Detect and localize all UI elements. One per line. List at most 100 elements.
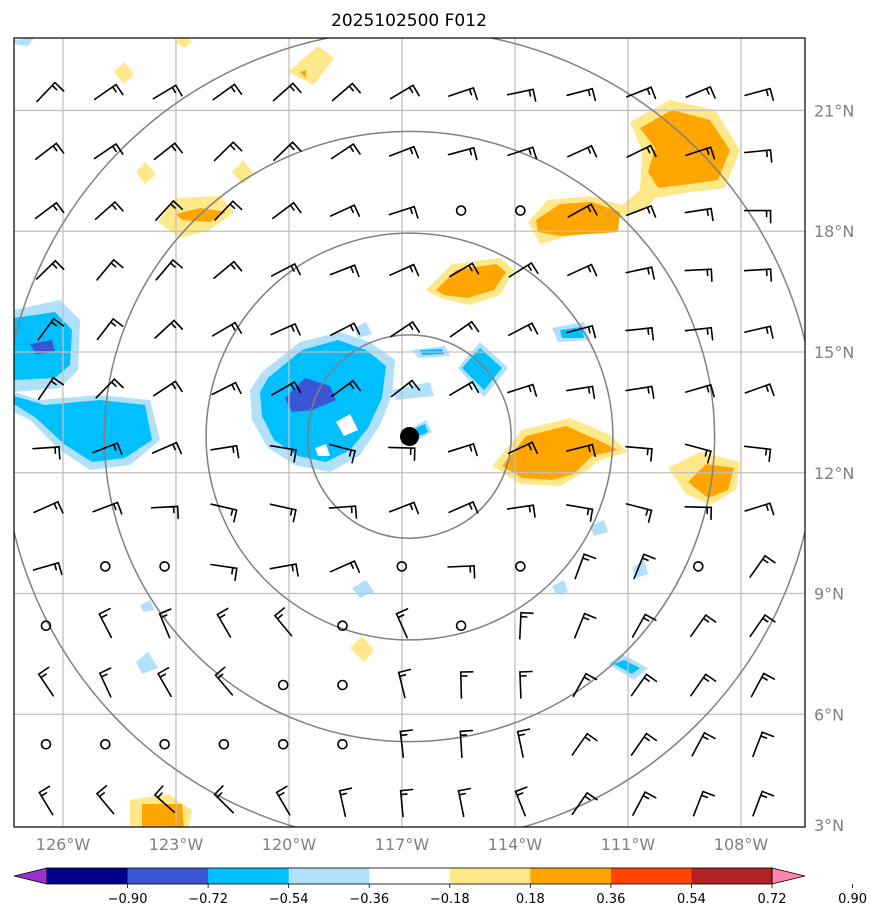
wind-barb (95, 785, 115, 815)
wind-barb (449, 262, 480, 278)
wind-barb (571, 732, 598, 756)
wind-barb (625, 326, 654, 341)
wind-barb (690, 673, 717, 697)
wind-barb (94, 200, 124, 220)
contour-region (114, 62, 134, 84)
wind-barb (37, 666, 55, 697)
contour-region (462, 348, 502, 390)
wind-barb (690, 613, 717, 638)
wind-barb (155, 258, 183, 281)
colorbar-tick-label: −0.36 (349, 892, 389, 907)
colorbar-segment (369, 868, 451, 884)
wind-barb (630, 673, 658, 697)
wind-barb (399, 729, 414, 758)
contour-region (176, 38, 192, 48)
wind-barb (685, 146, 716, 160)
range-ring (103, 130, 716, 743)
wind-barb (210, 444, 240, 459)
calm-wind-marker (337, 679, 348, 691)
colorbar-tick-label: −0.18 (430, 892, 470, 907)
wind-barb (457, 787, 472, 818)
map-plot-area (14, 38, 805, 827)
wind-barb (272, 82, 302, 102)
colorbar-tick-label: −0.54 (269, 892, 309, 907)
wind-barb (388, 205, 419, 219)
calm-wind-marker (100, 561, 111, 572)
wind-barb (32, 561, 63, 576)
wind-barb (92, 501, 123, 515)
contour-region (136, 652, 158, 674)
wind-barb (567, 263, 598, 277)
wind-barb (684, 268, 713, 282)
latitude-label: 18°N (814, 222, 854, 241)
wind-barb (273, 141, 302, 162)
latitude-label: 12°N (814, 464, 854, 483)
wind-barb (632, 791, 657, 816)
wind-barb (330, 142, 361, 160)
wind-barb (566, 324, 597, 339)
longitude-label: 117°W (375, 835, 430, 854)
longitude-label: 126°W (36, 835, 91, 854)
longitude-labels: 126°W 123°W 120°W 117°W 114°W 111°W 108°W (36, 835, 769, 854)
calm-wind-marker (692, 561, 704, 572)
wind-barb (329, 443, 357, 464)
calm-wind-marker (159, 738, 170, 750)
colorbar-segment (288, 868, 370, 884)
wind-barb (155, 199, 183, 221)
wind-barb (447, 564, 476, 579)
wind-barb (152, 84, 183, 100)
calm-wind-marker (40, 620, 52, 632)
wind-barb (388, 446, 416, 461)
wind-barb (508, 322, 539, 336)
colorbar-tick-label: −0.90 (108, 892, 148, 907)
wind-barb (212, 83, 243, 101)
colorbar-tick-label: 0.18 (516, 892, 545, 907)
wind-barb (508, 261, 539, 278)
wind-barb (38, 785, 54, 816)
wind-barb (743, 268, 773, 282)
wind-barb (743, 149, 773, 163)
wind-barb (507, 441, 538, 455)
wind-barbs (32, 81, 776, 818)
wind-barb (95, 378, 124, 399)
wind-barb (574, 553, 597, 580)
colorbar-segment (449, 868, 531, 884)
latitude-label: 15°N (814, 343, 854, 362)
wind-barb (399, 788, 414, 818)
wind-barb (329, 204, 361, 217)
wind-barb (388, 501, 420, 515)
wind-barb (389, 84, 420, 100)
wind-barb (449, 380, 480, 396)
wind-barb (506, 504, 536, 518)
latitude-label: 21°N (814, 101, 854, 120)
wind-barb (269, 563, 299, 577)
wind-barb (157, 667, 172, 698)
wind-barb (213, 141, 243, 162)
colorbar-outline (46, 867, 773, 885)
graticule (14, 38, 805, 827)
wind-barb (625, 266, 655, 280)
wind-barb (572, 672, 598, 698)
wind-barb (32, 446, 61, 460)
calm-wind-marker (277, 738, 289, 750)
wind-barb (684, 506, 713, 521)
wind-barb (331, 82, 361, 102)
wind-barb (448, 500, 479, 514)
wind-barb (210, 503, 238, 523)
wind-barb (153, 142, 183, 161)
wind-barb (37, 317, 65, 341)
range-ring (307, 334, 512, 539)
wind-barb (389, 263, 420, 277)
colorbar-segment (530, 868, 612, 884)
contour-region (350, 636, 374, 662)
calm-wind-marker (218, 738, 230, 750)
wind-barb (96, 317, 124, 341)
colorbar-tick-label: −0.72 (188, 892, 228, 907)
contour-region (136, 162, 156, 184)
wind-barb (685, 383, 715, 398)
colorbar-tick-label: 0.54 (677, 892, 706, 907)
wind-barb (691, 731, 716, 757)
wind-barb (744, 383, 775, 397)
wind-barb (153, 785, 176, 813)
